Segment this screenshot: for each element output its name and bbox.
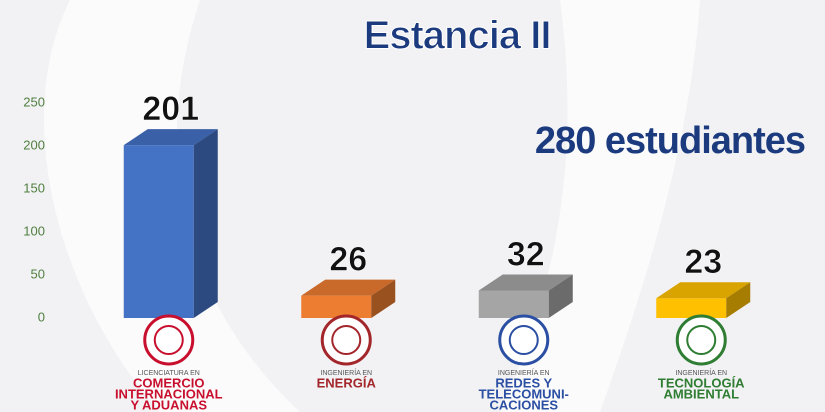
bar-top — [301, 279, 396, 296]
bar-side — [193, 129, 218, 318]
bar — [123, 145, 194, 318]
bar — [301, 295, 372, 318]
category-name: TELECOMUNI- — [479, 386, 569, 401]
category-name: INTERNACIONAL — [115, 386, 223, 401]
annotation: 280 estudiantes — [535, 120, 805, 162]
logo-inner — [331, 325, 362, 355]
bar-top — [478, 274, 573, 291]
category-name: CACIONES — [489, 397, 558, 412]
bar-side — [548, 274, 573, 318]
logo-inner — [153, 325, 184, 355]
y-tick-label: 100 — [23, 223, 45, 238]
bar — [478, 290, 549, 318]
y-tick-label: 150 — [23, 180, 45, 195]
logo — [675, 314, 727, 366]
logo-inner — [508, 325, 539, 355]
category-prefix: INGENIERÍA EN — [498, 368, 550, 377]
logo — [143, 314, 195, 366]
y-tick-label: 0 — [38, 309, 45, 324]
bar — [656, 298, 727, 318]
y-tick-label: 250 — [23, 94, 45, 109]
logo — [498, 314, 550, 366]
value-label: 201 — [142, 90, 199, 128]
bar-top — [656, 282, 751, 299]
value-label: 32 — [507, 235, 545, 273]
y-tick-label: 200 — [23, 137, 45, 152]
category-name: Y ADUANAS — [130, 397, 207, 412]
category-name: ENERGÍA — [317, 375, 377, 390]
category-name: COMERCIO — [133, 375, 205, 390]
category-prefix: LICENCIATURA EN — [138, 370, 200, 377]
y-tick-label: 50 — [31, 266, 45, 281]
category-name: AMBIENTAL — [663, 386, 739, 401]
logo-inner — [686, 325, 717, 355]
chart-title: Estancia II — [364, 14, 551, 58]
category-name: TECNOLOGÍA — [658, 375, 745, 390]
logo — [320, 314, 372, 366]
bar-side — [726, 282, 751, 318]
value-label: 26 — [329, 241, 367, 279]
category-name: REDES Y — [495, 375, 552, 390]
bar-side — [371, 279, 396, 318]
value-label: 23 — [684, 243, 722, 281]
category-prefix: INGENIERÍA EN — [675, 368, 727, 377]
bar-top — [123, 129, 218, 146]
category-prefix: INGENIERÍA EN — [320, 368, 372, 377]
